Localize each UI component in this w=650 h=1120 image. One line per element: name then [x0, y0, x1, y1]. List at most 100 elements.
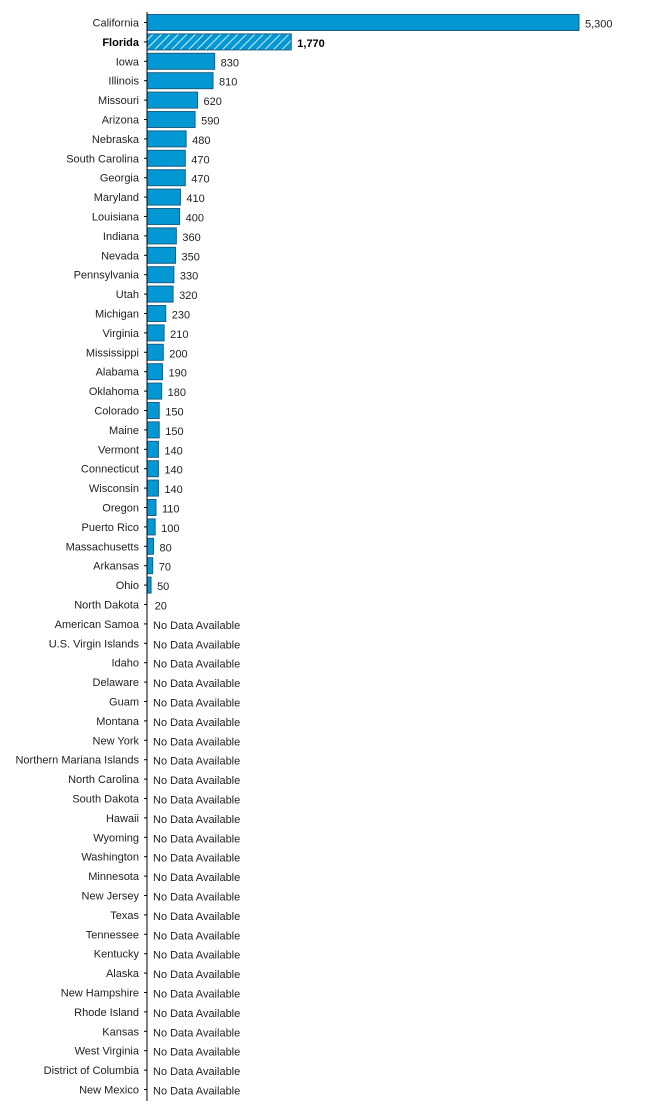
bar[interactable] [146, 14, 580, 31]
value-label: 180 [168, 387, 186, 399]
bar[interactable] [146, 188, 181, 206]
bar[interactable] [146, 421, 160, 439]
category-label: Missouri [98, 95, 139, 107]
bar-row: North Dakota 20 [74, 600, 167, 613]
bar-row: Puerto Rico 100 [82, 518, 180, 536]
bar[interactable] [146, 169, 186, 187]
bar[interactable] [146, 246, 177, 264]
bar[interactable] [146, 130, 187, 148]
category-label: Iowa [116, 56, 140, 68]
bar-row: New Hampshire No Data Available [61, 988, 241, 1001]
category-label: Kansas [102, 1026, 139, 1038]
category-label: Montana [96, 716, 140, 728]
category-label: Arizona [102, 115, 140, 127]
bar-row: Oklahoma 180 [89, 382, 186, 400]
category-label: New York [93, 735, 140, 747]
value-label: No Data Available [153, 717, 240, 729]
bar-row: Connecticut 140 [81, 460, 183, 478]
category-label: New Hampshire [61, 988, 139, 1000]
bar[interactable] [146, 91, 199, 109]
category-label: South Dakota [72, 794, 140, 806]
category-label: American Samoa [55, 619, 140, 631]
bar[interactable] [146, 52, 216, 70]
bar-row: Texas No Data Available [110, 910, 240, 923]
bar[interactable] [146, 111, 196, 128]
bar[interactable] [146, 227, 177, 245]
bar[interactable] [146, 285, 174, 303]
value-label: No Data Available [153, 698, 240, 710]
bar-row: Nevada 350 [101, 246, 200, 264]
value-label: No Data Available [153, 1008, 240, 1020]
bar[interactable] [146, 479, 159, 497]
value-label: No Data Available [153, 659, 240, 671]
bar-row: Georgia 470 [100, 169, 210, 187]
bar[interactable] [146, 440, 159, 458]
category-label: Mississippi [86, 347, 139, 359]
value-label: No Data Available [153, 950, 240, 962]
bar[interactable] [146, 363, 163, 381]
category-label: Virginia [103, 328, 140, 340]
category-label: Louisiana [92, 212, 140, 224]
bar[interactable] [146, 305, 167, 322]
category-label: Pennsylvania [74, 270, 140, 282]
bar[interactable] [146, 266, 175, 284]
value-label: No Data Available [153, 872, 240, 884]
value-label: No Data Available [153, 736, 240, 748]
bar-row: Montana No Data Available [96, 716, 240, 729]
value-label: No Data Available [153, 930, 240, 942]
value-label: No Data Available [153, 969, 240, 981]
value-label: 190 [168, 368, 186, 380]
category-label: Indiana [103, 231, 140, 243]
category-label: Wyoming [93, 832, 139, 844]
category-label: Florida [102, 37, 140, 49]
category-label: Georgia [100, 173, 140, 185]
bar[interactable] [146, 518, 156, 536]
value-label: 210 [170, 329, 188, 341]
bar[interactable] [146, 149, 186, 167]
category-label: Maine [109, 425, 139, 437]
bar[interactable] [146, 576, 152, 594]
category-label: Utah [116, 289, 139, 301]
value-label: 140 [164, 445, 182, 457]
bar-row: New Mexico No Data Available [79, 1085, 240, 1098]
bar[interactable] [146, 33, 292, 51]
category-label: Illinois [108, 76, 139, 88]
bar[interactable] [146, 208, 181, 225]
bar[interactable] [146, 537, 155, 555]
bar-row: Washington No Data Available [81, 852, 240, 865]
value-label: 150 [165, 426, 183, 438]
value-label: 100 [161, 523, 179, 535]
bar[interactable] [146, 382, 163, 400]
bar[interactable] [146, 72, 214, 90]
bar-row: Kansas No Data Available [102, 1026, 240, 1039]
value-label: No Data Available [153, 1086, 240, 1098]
category-label: Puerto Rico [82, 522, 139, 534]
bar-row: Arizona 590 [102, 111, 219, 128]
category-label: Texas [110, 910, 139, 922]
value-label: 360 [182, 232, 200, 244]
bar-row: Louisiana 400 [92, 208, 204, 225]
value-label: 230 [172, 310, 190, 322]
bar-row: Ohio 50 [116, 576, 169, 594]
bar[interactable] [146, 324, 165, 342]
bar[interactable] [146, 499, 157, 516]
bar[interactable] [146, 460, 159, 478]
category-label: California [93, 18, 140, 30]
value-label: 410 [186, 193, 204, 205]
bar[interactable] [146, 402, 160, 419]
category-label: Ohio [116, 580, 139, 592]
value-label: No Data Available [153, 639, 240, 651]
value-label: No Data Available [153, 853, 240, 865]
category-label: Delaware [93, 677, 139, 689]
bar-row: Guam No Data Available [109, 697, 240, 710]
bar-row: Mississippi 200 [86, 343, 188, 361]
value-label: 150 [165, 407, 183, 419]
category-label: Washington [81, 852, 139, 864]
value-label: 470 [191, 174, 209, 186]
value-label: 350 [182, 251, 200, 263]
category-label: Hawaii [106, 813, 139, 825]
category-label: Connecticut [81, 464, 139, 476]
category-label: North Dakota [74, 600, 140, 612]
bar[interactable] [146, 343, 164, 361]
bar[interactable] [146, 557, 154, 575]
